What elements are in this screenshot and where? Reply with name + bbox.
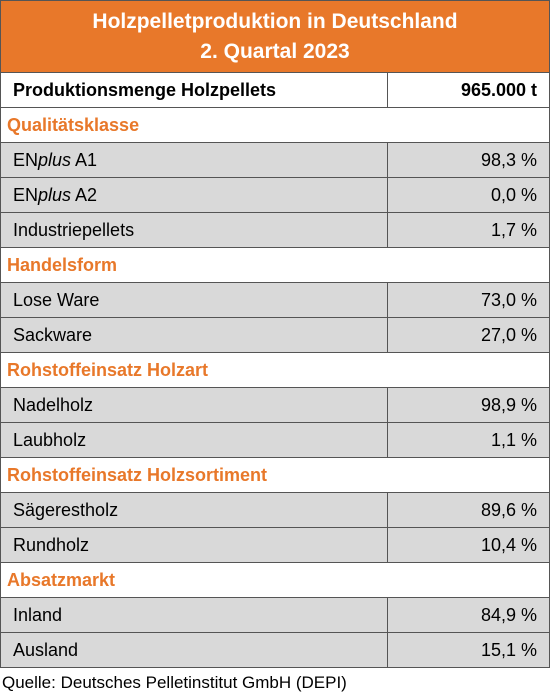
label-part: EN: [13, 149, 39, 170]
table: Produktionsmenge Holzpellets 965.000 t Q…: [0, 73, 550, 668]
row-value: 73,0 %: [480, 289, 537, 310]
row-label: Inland: [1, 598, 388, 632]
row-label: Nadelholz: [1, 388, 388, 422]
data-row: Laubholz 1,1 %: [1, 423, 549, 458]
row-label: Lose Ware: [1, 283, 388, 317]
data-row: Inland 84,9 %: [1, 598, 549, 633]
title-line: Holzpelletproduktion in Deutschland: [92, 9, 458, 33]
label-part: A1: [71, 149, 98, 170]
section-header: Rohstoffeinsatz Holzsortiment: [1, 458, 549, 493]
row-label: Ausland: [1, 633, 388, 667]
summary-row: Produktionsmenge Holzpellets 965.000 t: [1, 73, 549, 108]
title-line: 2. Quartal 2023: [200, 39, 350, 63]
row-value: 1,1 %: [490, 429, 537, 450]
label-part: plus: [38, 184, 72, 205]
row-label: Sackware: [1, 318, 388, 352]
section-header: Rohstoffeinsatz Holzart: [1, 353, 549, 388]
data-row: EN plus A1 98,3 %: [1, 143, 549, 178]
row-label: EN plus A2: [1, 178, 388, 212]
data-row: Nadelholz 98,9 %: [1, 388, 549, 423]
data-row: Rundholz 10,4 %: [1, 528, 549, 563]
data-row: Sackware 27,0 %: [1, 318, 549, 353]
row-value: 0,0 %: [490, 184, 537, 205]
data-row: Industriepellets 1,7 %: [1, 213, 549, 248]
row-label: Industriepellets: [1, 213, 388, 247]
row-value: 27,0 %: [480, 324, 537, 345]
row-value: 98,3 %: [480, 149, 537, 170]
row-value: 1,7 %: [490, 219, 537, 240]
summary-value: 965.000 t: [460, 79, 537, 100]
section-header: Qualitätsklasse: [1, 108, 549, 143]
label-part: EN: [13, 184, 39, 205]
label-part: plus: [38, 149, 72, 170]
data-row: Lose Ware 73,0 %: [1, 283, 549, 318]
row-label: Sägerestholz: [1, 493, 388, 527]
row-value: 89,6 %: [480, 499, 537, 520]
data-row: EN plus A2 0,0 %: [1, 178, 549, 213]
row-value: 84,9 %: [480, 604, 537, 625]
data-row: Sägerestholz 89,6 %: [1, 493, 549, 528]
label-part: A2: [71, 184, 98, 205]
section-header: Handelsform: [1, 248, 549, 283]
row-label: Rundholz: [1, 528, 388, 562]
section-header: Absatzmarkt: [1, 563, 549, 598]
summary-label: Produktionsmenge Holzpellets: [1, 73, 388, 107]
title-banner: Holzpelletproduktion in Deutschland 2. Q…: [0, 0, 550, 73]
row-value: 98,9 %: [480, 394, 537, 415]
source: Quelle: Deutsches Pelletinstitut GmbH (D…: [2, 673, 347, 692]
row-label: EN plus A1: [1, 143, 388, 177]
row-label: Laubholz: [1, 423, 388, 457]
row-value: 10,4 %: [480, 534, 537, 555]
row-value: 15,1 %: [480, 639, 537, 660]
data-row: Ausland 15,1 %: [1, 633, 549, 668]
